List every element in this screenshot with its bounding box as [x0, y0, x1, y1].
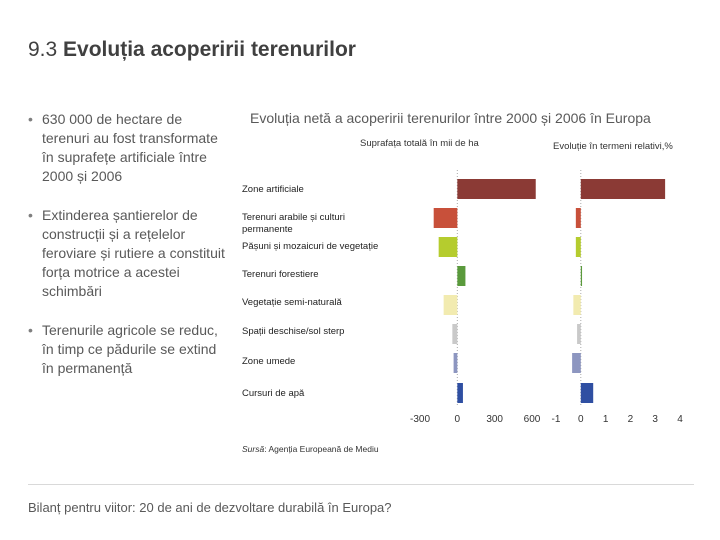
chart-title: Evoluția netă a acoperirii terenurilor î…: [250, 110, 651, 126]
right-tick-label: 4: [677, 414, 683, 425]
right-tick-label: 2: [628, 414, 634, 425]
left-tick-label: 300: [486, 414, 503, 425]
right-tick-label: -1: [552, 414, 561, 425]
footer-text: Bilanț pentru viitor: 20 de ani de dezvo…: [28, 500, 392, 515]
right-bar: [573, 295, 581, 315]
category-label: Cursuri de apă: [242, 388, 305, 399]
left-bar: [457, 179, 536, 199]
left-bar: [457, 383, 463, 403]
left-tick-label: -300: [410, 414, 430, 425]
left-bar: [457, 266, 466, 286]
bullet-list: 630 000 de hectare de terenuri au fost t…: [28, 110, 228, 398]
footer-divider: [28, 484, 694, 485]
left-tick-label: 600: [524, 414, 541, 425]
right-tick-label: 0: [578, 414, 584, 425]
category-label: Pășuni și mozaicuri de vegetație: [242, 241, 379, 252]
right-bar: [575, 237, 581, 257]
right-bar: [580, 383, 594, 403]
chart-right-subtitle: Evoluție în termeni relativi,%: [553, 141, 673, 152]
category-label: Zone umede: [242, 356, 296, 367]
chart-left-subtitle: Suprafața totală în mii de ha: [360, 138, 479, 149]
bullet-item: 630 000 de hectare de terenuri au fost t…: [28, 110, 228, 186]
category-label: Zone artificiale: [242, 184, 304, 195]
left-bar: [438, 237, 458, 257]
left-tick-label: 0: [455, 414, 461, 425]
bullet-item: Terenurile agricole se reduc, în timp ce…: [28, 321, 228, 378]
right-tick-label: 1: [603, 414, 609, 425]
right-bar: [575, 208, 581, 228]
right-bar: [577, 324, 581, 344]
right-bar: [572, 353, 581, 373]
bullet-item: Extinderea șantierelor de construcții și…: [28, 206, 228, 301]
page-title: 9.3 Evoluția acoperirii terenurilor: [28, 38, 356, 62]
category-label: Vegetație semi-naturală: [242, 297, 342, 308]
left-bar: [443, 295, 458, 315]
left-bar: [433, 208, 458, 228]
source-note: Sursă: Agenția Europeană de Mediu: [242, 444, 379, 454]
title-text: Evoluția acoperirii terenurilor: [63, 38, 356, 61]
title-number: 9.3: [28, 38, 58, 61]
source-label: Sursă: [242, 444, 265, 454]
source-text: : Agenția Europeană de Mediu: [264, 444, 379, 454]
category-label: Spații deschise/sol sterp: [242, 326, 345, 337]
category-label: Terenuri arabile și culturi permanente: [242, 212, 345, 235]
left-bar: [453, 353, 458, 373]
right-bar: [580, 179, 666, 199]
right-tick-label: 3: [652, 414, 658, 425]
right-bar: [580, 266, 583, 286]
left-bar: [452, 324, 458, 344]
category-label: Terenuri forestiere: [242, 269, 319, 280]
